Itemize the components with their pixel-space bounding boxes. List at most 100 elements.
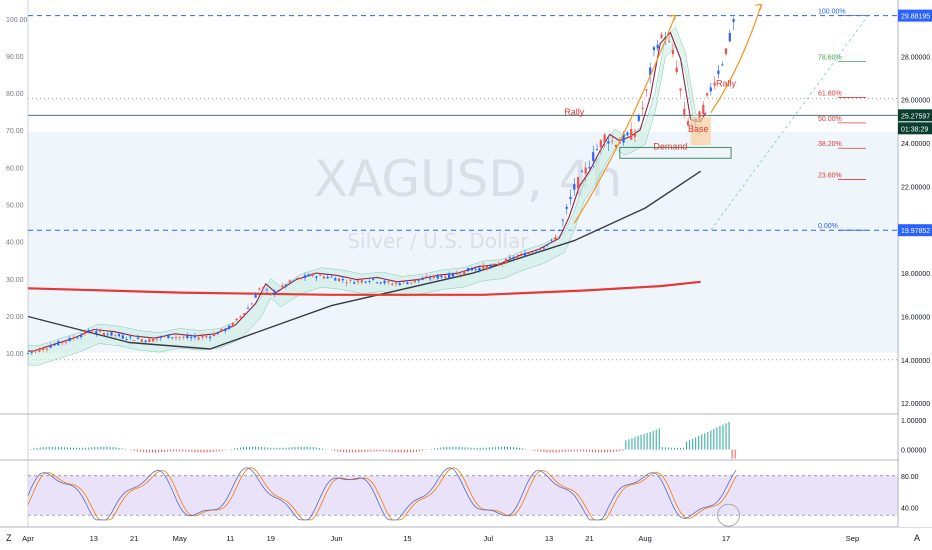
candle-body[interactable] xyxy=(80,335,83,337)
candle-body[interactable] xyxy=(243,313,246,315)
candle-body[interactable] xyxy=(603,134,606,143)
candle-body[interactable] xyxy=(212,333,215,336)
candle-body[interactable] xyxy=(569,197,572,200)
candle-body[interactable] xyxy=(42,347,45,351)
candle-body[interactable] xyxy=(387,281,390,283)
candle-body[interactable] xyxy=(702,104,705,114)
candle-body[interactable] xyxy=(379,282,382,284)
candle-body[interactable] xyxy=(231,323,234,327)
oversold-circle[interactable] xyxy=(717,503,740,527)
candle-body[interactable] xyxy=(660,34,663,38)
candle-body[interactable] xyxy=(724,48,728,55)
candle-body[interactable] xyxy=(554,237,557,240)
candle-body[interactable] xyxy=(64,341,67,343)
candle-body[interactable] xyxy=(349,279,352,281)
candle-body[interactable] xyxy=(413,280,416,283)
candle-body[interactable] xyxy=(671,49,674,55)
candle-body[interactable] xyxy=(102,333,105,336)
candle-body[interactable] xyxy=(281,285,284,287)
candle-body[interactable] xyxy=(197,337,200,340)
candle-body[interactable] xyxy=(637,115,640,121)
candle-body[interactable] xyxy=(728,33,731,42)
candle-body[interactable] xyxy=(372,277,375,280)
candle-body[interactable] xyxy=(607,141,610,144)
candle-body[interactable] xyxy=(163,336,166,337)
candle-body[interactable] xyxy=(516,256,519,258)
candle-body[interactable] xyxy=(391,284,394,286)
candle-body[interactable] xyxy=(178,336,181,338)
rally-arrow-2[interactable] xyxy=(710,4,763,114)
candle-body[interactable] xyxy=(497,263,500,266)
candle-body[interactable] xyxy=(49,346,52,348)
candle-body[interactable] xyxy=(34,350,37,352)
candle-body[interactable] xyxy=(273,291,276,295)
candle-body[interactable] xyxy=(68,337,71,341)
auto-scale-toggle[interactable]: A xyxy=(914,533,920,543)
candle-body[interactable] xyxy=(193,335,196,338)
candle-body[interactable] xyxy=(53,344,56,346)
fibonacci-retracement[interactable]: 100.00% 78.60% 61.80% 50.00% 38.20% 23.60% 0.0… xyxy=(710,9,869,231)
candle-body[interactable] xyxy=(159,336,162,339)
candle-body[interactable] xyxy=(250,303,253,305)
candle-body[interactable] xyxy=(190,337,193,338)
candle-body[interactable] xyxy=(421,278,424,280)
candle-body[interactable] xyxy=(201,336,204,338)
candle-body[interactable] xyxy=(220,328,223,331)
candle-body[interactable] xyxy=(296,278,299,279)
candle-body[interactable] xyxy=(523,252,527,257)
candle-body[interactable] xyxy=(550,239,553,241)
candle-body[interactable] xyxy=(368,281,371,282)
candle-body[interactable] xyxy=(125,339,128,340)
candle-body[interactable] xyxy=(326,276,329,279)
candle-body[interactable] xyxy=(520,253,523,255)
candle-body[interactable] xyxy=(630,129,633,140)
candle-body[interactable] xyxy=(561,219,564,221)
candle-body[interactable] xyxy=(45,348,49,350)
candle-body[interactable] xyxy=(565,206,568,209)
candle-body[interactable] xyxy=(573,184,576,190)
candle-body[interactable] xyxy=(417,280,420,281)
candle-body[interactable] xyxy=(356,280,360,282)
candle-body[interactable] xyxy=(114,334,117,336)
candle-body[interactable] xyxy=(235,318,238,321)
candle-body[interactable] xyxy=(277,290,280,292)
oscillator-pane[interactable] xyxy=(28,421,736,459)
candle-body[interactable] xyxy=(95,331,98,334)
candle-body[interactable] xyxy=(136,337,140,339)
candle-body[interactable] xyxy=(315,276,318,278)
drawings[interactable] xyxy=(573,3,763,224)
candle-body[interactable] xyxy=(512,257,515,259)
candle-body[interactable] xyxy=(485,266,489,270)
candle-body[interactable] xyxy=(171,337,174,338)
candle-body[interactable] xyxy=(531,252,534,254)
candle-body[interactable] xyxy=(546,243,549,245)
candle-body[interactable] xyxy=(402,281,405,283)
candle-body[interactable] xyxy=(580,171,583,173)
candle-body[interactable] xyxy=(633,133,637,137)
candle-body[interactable] xyxy=(38,348,41,352)
candle-body[interactable] xyxy=(717,70,720,75)
base-zone-box[interactable] xyxy=(690,117,711,146)
candle-body[interactable] xyxy=(478,267,481,271)
candle-body[interactable] xyxy=(216,332,219,335)
candle-body[interactable] xyxy=(444,276,447,279)
price-axis[interactable] xyxy=(898,0,932,527)
rsi-pane[interactable] xyxy=(27,467,898,527)
candle-body[interactable] xyxy=(209,336,212,339)
candle-body[interactable] xyxy=(493,263,496,265)
candle-body[interactable] xyxy=(732,19,735,22)
candle-body[interactable] xyxy=(269,293,272,296)
candle-body[interactable] xyxy=(292,280,295,282)
candle-body[interactable] xyxy=(482,265,485,269)
candle-body[interactable] xyxy=(26,353,30,354)
candle-body[interactable] xyxy=(322,276,325,279)
candle-body[interactable] xyxy=(542,247,545,249)
candle-body[interactable] xyxy=(284,284,288,287)
candle-body[interactable] xyxy=(30,352,33,353)
candle-body[interactable] xyxy=(527,253,530,254)
candle-body[interactable] xyxy=(338,278,341,282)
candle-body[interactable] xyxy=(504,259,508,264)
candle-body[interactable] xyxy=(228,325,231,329)
candle-body[interactable] xyxy=(626,132,629,136)
candle-body[interactable] xyxy=(641,107,644,109)
